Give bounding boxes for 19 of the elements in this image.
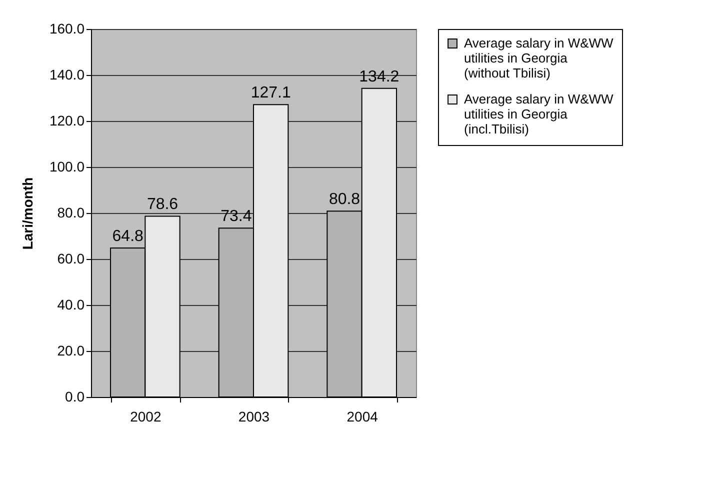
y-tick-label: 100.0 xyxy=(49,158,85,174)
y-tick-label: 20.0 xyxy=(57,342,85,358)
x-tick-label: 2003 xyxy=(238,408,270,424)
y-tick-label: 40.0 xyxy=(57,296,85,312)
data-label: 127.1 xyxy=(250,84,291,102)
y-tick-label: 80.0 xyxy=(57,204,85,220)
legend-label: Average salary in W&WW utilities in Georgia (without Tbilisi) xyxy=(464,36,614,80)
y-tick-label: 0.0 xyxy=(65,388,85,404)
x-tick-label: 2004 xyxy=(346,408,378,424)
legend-label: Average salary in W&WW utilities in Georgia (incl.Tbilisi) xyxy=(464,92,614,136)
y-tick-label: 140.0 xyxy=(49,66,85,82)
data-label: 64.8 xyxy=(112,228,144,245)
y-tick-label: 60.0 xyxy=(57,250,85,266)
y-tick-label: 120.0 xyxy=(49,112,85,128)
x-tick-label: 2002 xyxy=(130,408,162,424)
data-label: 78.6 xyxy=(146,196,178,214)
data-label: 80.8 xyxy=(328,191,360,208)
y-axis-title: Lari/month xyxy=(19,177,36,250)
y-tick-label: 160.0 xyxy=(49,20,85,36)
